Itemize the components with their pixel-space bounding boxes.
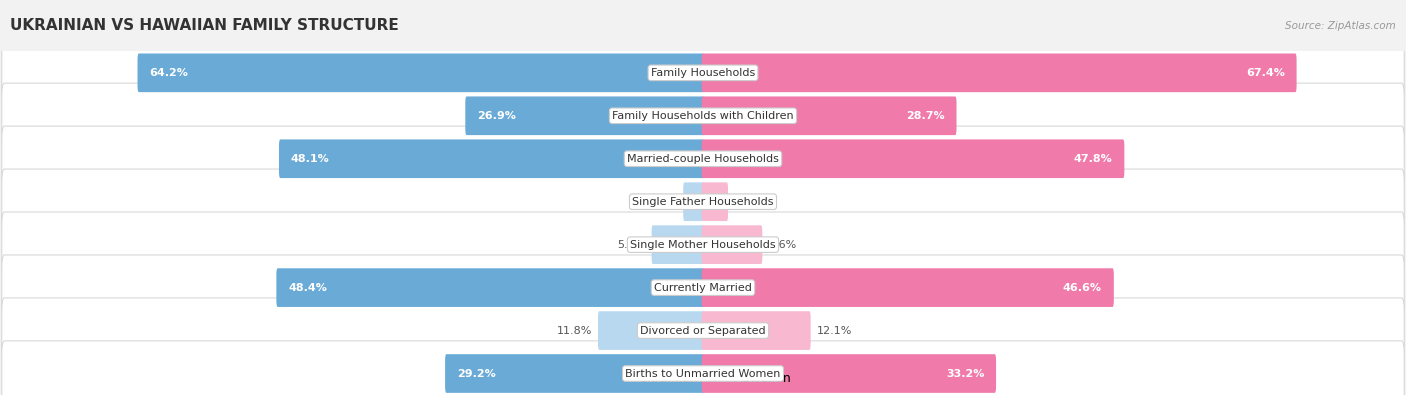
Text: 64.2%: 64.2% [149,68,188,78]
Text: 6.6%: 6.6% [768,240,796,250]
FancyBboxPatch shape [702,225,762,264]
Text: 2.7%: 2.7% [734,197,762,207]
FancyBboxPatch shape [702,96,956,135]
Text: 47.8%: 47.8% [1074,154,1112,164]
Text: 2.1%: 2.1% [650,197,678,207]
Text: Births to Unmarried Women: Births to Unmarried Women [626,369,780,378]
FancyBboxPatch shape [138,53,704,92]
Text: Family Households with Children: Family Households with Children [612,111,794,121]
Text: Single Mother Households: Single Mother Households [630,240,776,250]
Text: 5.7%: 5.7% [617,240,645,250]
FancyBboxPatch shape [702,268,1114,307]
Text: Married-couple Households: Married-couple Households [627,154,779,164]
Text: 26.9%: 26.9% [477,111,516,121]
FancyBboxPatch shape [702,182,728,221]
FancyBboxPatch shape [465,96,704,135]
FancyBboxPatch shape [651,225,704,264]
Text: Currently Married: Currently Married [654,282,752,293]
Text: 12.1%: 12.1% [817,325,852,336]
Text: 48.1%: 48.1% [291,154,329,164]
FancyBboxPatch shape [1,341,1405,395]
FancyBboxPatch shape [278,139,704,178]
FancyBboxPatch shape [598,311,704,350]
FancyBboxPatch shape [702,139,1125,178]
Text: Family Households: Family Households [651,68,755,78]
FancyBboxPatch shape [277,268,704,307]
Legend: Ukrainian, Hawaiian: Ukrainian, Hawaiian [614,372,792,385]
Text: Single Father Households: Single Father Households [633,197,773,207]
FancyBboxPatch shape [1,40,1405,105]
FancyBboxPatch shape [1,212,1405,277]
Text: 33.2%: 33.2% [946,369,984,378]
FancyBboxPatch shape [1,255,1405,320]
FancyBboxPatch shape [446,354,704,393]
FancyBboxPatch shape [702,53,1296,92]
FancyBboxPatch shape [1,126,1405,192]
Text: 48.4%: 48.4% [288,282,328,293]
Text: 28.7%: 28.7% [905,111,945,121]
FancyBboxPatch shape [702,354,995,393]
FancyBboxPatch shape [683,182,704,221]
Text: 46.6%: 46.6% [1063,282,1102,293]
Text: 11.8%: 11.8% [557,325,592,336]
Text: 29.2%: 29.2% [457,369,496,378]
Text: Divorced or Separated: Divorced or Separated [640,325,766,336]
Text: Source: ZipAtlas.com: Source: ZipAtlas.com [1285,21,1396,31]
FancyBboxPatch shape [702,311,811,350]
FancyBboxPatch shape [1,83,1405,149]
Text: 67.4%: 67.4% [1246,68,1285,78]
FancyBboxPatch shape [1,169,1405,234]
Text: UKRAINIAN VS HAWAIIAN FAMILY STRUCTURE: UKRAINIAN VS HAWAIIAN FAMILY STRUCTURE [10,18,398,33]
FancyBboxPatch shape [1,298,1405,363]
